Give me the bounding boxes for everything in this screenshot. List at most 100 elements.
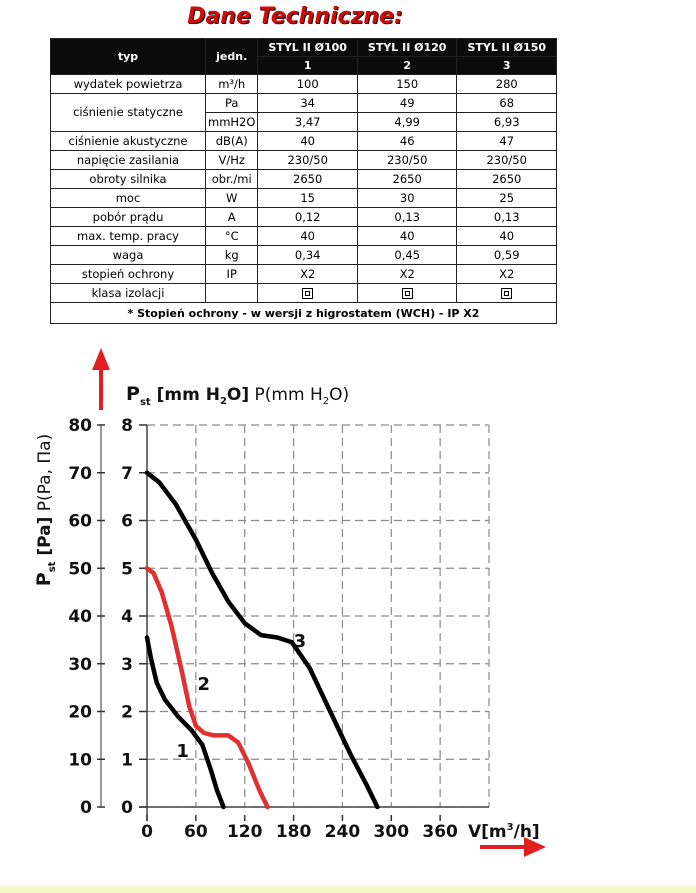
y-tick-label-pa: 70 [68, 464, 92, 484]
table-note: * Stopień ochrony - w wersji z higrostat… [50, 302, 557, 324]
header-model-2: STYL II Ø120 [356, 38, 458, 57]
table-row: pobór prądu A 0,12 0,13 0,13 [50, 207, 557, 227]
row-value: X2 [456, 264, 557, 284]
row-value: 2650 [456, 169, 557, 189]
row-value: 2650 [356, 169, 458, 189]
label-part: 2 [220, 396, 227, 407]
y-tick-label-mm: 1 [121, 750, 133, 770]
series-line-2 [144, 566, 270, 810]
insulation-class-ii-icon [302, 287, 314, 299]
label-part: P(Pa, Па) [35, 434, 55, 517]
row-value: 0,34 [257, 245, 358, 265]
row-unit: A [204, 207, 259, 227]
y-tick-label-mm: 2 [121, 703, 133, 723]
row-value: 49 [356, 93, 458, 113]
y-tick-label-mm: 8 [121, 416, 133, 436]
table-row: klasa izolacji [50, 283, 557, 303]
label-part: P [126, 383, 140, 405]
chart-grid [147, 424, 490, 808]
row-label: moc [50, 188, 206, 208]
series-line-3 [144, 470, 380, 810]
label-part: 3 [507, 822, 514, 833]
row-unit [204, 283, 259, 303]
y-tick-label-pa: 80 [68, 416, 92, 436]
table-row: wydatek powietrza m³/h 100 150 280 [50, 74, 557, 94]
row-label: ciśnienie akustyczne [50, 131, 206, 151]
chart-series [144, 470, 380, 810]
y-tick-label-pa: 60 [68, 512, 92, 532]
row-value: 6,93 [456, 112, 557, 132]
row-unit: kg [204, 245, 259, 265]
row-value: 0,13 [356, 207, 458, 227]
insulation-class-ii-icon [401, 287, 413, 299]
footer-strip [0, 886, 696, 893]
x-tick-label: 300 [374, 822, 410, 842]
table-row: napięcie zasilania V/Hz 230/50 230/50 23… [50, 150, 557, 170]
table-row: moc W 15 30 25 [50, 188, 557, 208]
row-value: 100 [257, 74, 358, 94]
header-model-1: STYL II Ø100 [257, 38, 358, 57]
row-unit: dB(A) [204, 131, 259, 151]
y-tick-label-mm: 7 [121, 464, 133, 484]
series-label-1: 1 [176, 741, 189, 762]
x-tick-label: 120 [227, 822, 263, 842]
row-value: 230/50 [356, 150, 458, 170]
x-tick-label: 360 [422, 822, 458, 842]
row-value: X2 [257, 264, 358, 284]
row-value: 68 [456, 93, 557, 113]
table-row: ciśnienie statyczne Pa 34 49 68 [50, 93, 557, 132]
row-unit: W [204, 188, 259, 208]
chart-ticks: 0 60 120 180 240 300 3600123456780102030405060… [68, 416, 458, 842]
label-part: O) [329, 385, 349, 405]
row-value: 15 [257, 188, 358, 208]
row-value: 0,59 [456, 245, 557, 265]
row-value: 0,12 [257, 207, 358, 227]
row-unit: obr./mi [204, 169, 259, 189]
table-row: ciśnienie akustyczne dB(A) 40 46 47 [50, 131, 557, 151]
row-value: 40 [257, 226, 358, 246]
label-part: /h] [514, 822, 540, 842]
row-unit: mmH2O [204, 112, 259, 132]
y-axis-label-mm: Pst [mm H2O] P(mm H2O) [126, 383, 349, 408]
x-tick-label: 60 [184, 822, 208, 842]
label-part: st [47, 561, 58, 572]
row-value: 40 [456, 226, 557, 246]
table-note-row: * Stopień ochrony - w wersji z higrostat… [50, 302, 557, 324]
table-row: max. temp. pracy °C 40 40 40 [50, 226, 557, 246]
x-axis-label: V[m3/h] [468, 822, 540, 842]
row-label: wydatek powietrza [50, 74, 206, 94]
page-title: Dane Techniczne: [187, 4, 403, 29]
x-axis-arrow-icon [480, 837, 546, 857]
row-value: 40 [257, 131, 358, 151]
label-part: 2 [323, 396, 329, 407]
row-value: 150 [356, 74, 458, 94]
row-value: 0,13 [456, 207, 557, 227]
y-tick-label-pa: 20 [68, 703, 92, 723]
label-part: st [140, 397, 151, 408]
label-part: V[m [468, 822, 507, 842]
row-unit: V/Hz [204, 150, 259, 170]
series-label-2: 2 [197, 674, 210, 695]
table-row: mmH2O 3,47 4,99 6,93 [51, 112, 557, 132]
y-tick-label-mm: 6 [121, 512, 133, 532]
row-value: 230/50 [257, 150, 358, 170]
label-part: O] [227, 385, 249, 405]
x-tick-label: 180 [276, 822, 312, 842]
row-label: napięcie zasilania [50, 150, 206, 170]
row-value: 25 [456, 188, 557, 208]
y-axis-label-pa: Pst [Pa] P(Pa, Па) [33, 434, 58, 586]
row-value: 30 [356, 188, 458, 208]
row-value: 46 [356, 131, 458, 151]
row-label: obroty silnika [50, 169, 206, 189]
row-label: waga [50, 245, 206, 265]
x-tick-label: 240 [325, 822, 361, 842]
series-label-3: 3 [294, 631, 307, 652]
row-label: stopień ochrony [50, 264, 206, 284]
y-tick-label-pa: 0 [80, 798, 92, 818]
row-value: 3,47 [257, 112, 358, 132]
table-header-row: typ jedn. STYL II Ø100 STYL II Ø120 STYL… [50, 38, 557, 75]
row-value [456, 283, 557, 303]
row-value: 4,99 [356, 112, 458, 132]
y-tick-label-mm: 0 [121, 798, 133, 818]
row-value: 0,45 [356, 245, 458, 265]
